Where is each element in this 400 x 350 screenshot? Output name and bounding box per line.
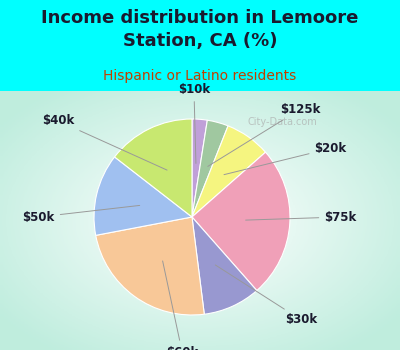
- Text: Income distribution in Lemoore
Station, CA (%): Income distribution in Lemoore Station, …: [41, 9, 359, 50]
- Text: $30k: $30k: [215, 265, 317, 327]
- Text: $75k: $75k: [246, 210, 356, 224]
- Wedge shape: [192, 120, 228, 217]
- Text: $60k: $60k: [163, 261, 198, 350]
- Wedge shape: [192, 119, 207, 217]
- Text: $20k: $20k: [224, 142, 347, 175]
- Text: City-Data.com: City-Data.com: [248, 117, 318, 127]
- Text: $50k: $50k: [22, 205, 140, 224]
- Text: $10k: $10k: [178, 83, 210, 163]
- Wedge shape: [192, 126, 266, 217]
- Text: Hispanic or Latino residents: Hispanic or Latino residents: [103, 69, 297, 83]
- Wedge shape: [192, 217, 257, 314]
- Wedge shape: [94, 157, 192, 235]
- Wedge shape: [114, 119, 192, 217]
- Wedge shape: [192, 152, 290, 290]
- Text: $125k: $125k: [208, 103, 320, 166]
- Wedge shape: [96, 217, 204, 315]
- Text: $40k: $40k: [42, 114, 167, 170]
